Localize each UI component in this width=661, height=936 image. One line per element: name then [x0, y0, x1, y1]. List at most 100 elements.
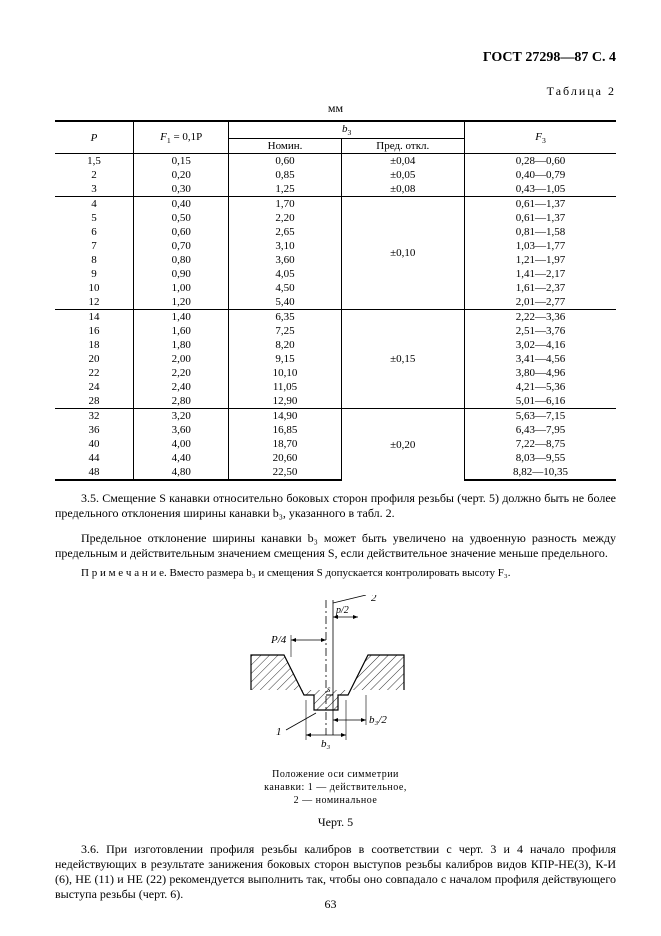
- table-cell: 7,22—8,75: [464, 437, 616, 451]
- table-cell: 1,00: [134, 281, 229, 295]
- table-cell: 6: [55, 225, 134, 239]
- table-head: P F1 = 0,1P b3 F3 Номин. Пред. откл.: [55, 121, 616, 154]
- table-cell: 22: [55, 366, 134, 380]
- table-cell: ±0,10: [341, 197, 464, 310]
- table-row: 242,4011,05 4,21—5,36: [55, 380, 616, 394]
- table-cell: ±0,04: [341, 154, 464, 169]
- table-cell: 1,60: [134, 324, 229, 338]
- table-cell: 4,21—5,36: [464, 380, 616, 394]
- table-row: 161,607,252,51—3,76: [55, 324, 616, 338]
- figure-drawing: 2 p/2 P/4 s b₃/2: [236, 595, 436, 760]
- table-cell: 2: [55, 168, 134, 182]
- table-number: Таблица 2: [55, 84, 616, 99]
- table-cell: 9,15: [229, 352, 341, 366]
- table-cell: 24: [55, 380, 134, 394]
- table-unit: мм: [55, 101, 616, 116]
- table-row: 222,2010,103,80—4,96: [55, 366, 616, 380]
- table-cell: 1,25: [229, 182, 341, 197]
- table-cell: 4,40: [134, 451, 229, 465]
- table-cell: 2,20: [134, 366, 229, 380]
- table-cell: 18: [55, 338, 134, 352]
- table-cell: 1,03—1,77: [464, 239, 616, 253]
- table-row: 80,803,601,21—1,97: [55, 253, 616, 267]
- col-p: P: [91, 132, 98, 144]
- table-row: 363,6016,85 6,43—7,95: [55, 423, 616, 437]
- table-cell: 6,43—7,95: [464, 423, 616, 437]
- table-cell: 3,41—4,56: [464, 352, 616, 366]
- table-cell: 1,70: [229, 197, 341, 212]
- table-cell: 5,63—7,15: [464, 409, 616, 424]
- table-cell: 36: [55, 423, 134, 437]
- table-row: 404,0018,70 7,22—8,75: [55, 437, 616, 451]
- table-cell: 0,81—1,58: [464, 225, 616, 239]
- table-cell: 3,60: [134, 423, 229, 437]
- table-cell: 0,60: [134, 225, 229, 239]
- table-cell: 4,00: [134, 437, 229, 451]
- paragraph-3-5: 3.5. Смещение S канавки относительно бок…: [55, 491, 616, 521]
- table-row: 70,703,101,03—1,77: [55, 239, 616, 253]
- table-row: 323,2014,90±0,205,63—7,15: [55, 409, 616, 424]
- table-cell: 4,80: [134, 465, 229, 480]
- table-cell: 18,70: [229, 437, 341, 451]
- table-cell: 6,35: [229, 310, 341, 325]
- table-cell: 2,65: [229, 225, 341, 239]
- table-cell: 0,40: [134, 197, 229, 212]
- table-row: 30,301,25±0,080,43—1,05: [55, 182, 616, 197]
- table-cell: 0,40—0,79: [464, 168, 616, 182]
- table-cell: 2,40: [134, 380, 229, 394]
- data-table: P F1 = 0,1P b3 F3 Номин. Пред. откл. 1,5…: [55, 120, 616, 481]
- table-cell: 40: [55, 437, 134, 451]
- table-cell: 22,50: [229, 465, 341, 480]
- table-cell: 2,51—3,76: [464, 324, 616, 338]
- table-row: 60,602,65 0,81—1,58: [55, 225, 616, 239]
- table-cell: 4,05: [229, 267, 341, 281]
- figure-label: Черт. 5: [55, 815, 616, 830]
- table-row: 1,50,150,60±0,040,28—0,60: [55, 154, 616, 169]
- table-row: 282,8012,905,01—6,16: [55, 394, 616, 409]
- table-cell: 16,85: [229, 423, 341, 437]
- table-row: 141,406,35±0,152,22—3,36: [55, 310, 616, 325]
- table-cell: 4: [55, 197, 134, 212]
- figure-caption: Положение оси симметрии канавки: 1 — дей…: [55, 768, 616, 807]
- table-cell: 2,20: [229, 211, 341, 225]
- fig-label-1: 1: [276, 726, 282, 738]
- table-row: 50,502,200,61—1,37: [55, 211, 616, 225]
- table-cell: 8,20: [229, 338, 341, 352]
- table-cell: 0,50: [134, 211, 229, 225]
- table-cell: 28: [55, 394, 134, 409]
- col-f3-sym: F: [535, 131, 542, 143]
- note-line: П р и м е ч а н и е. Вместо размера b₃ и…: [55, 567, 616, 581]
- table-cell: 20: [55, 352, 134, 366]
- table-cell: 48: [55, 465, 134, 480]
- table-cell: 16: [55, 324, 134, 338]
- table-cell: 0,60: [229, 154, 341, 169]
- fig-label-b3: b₃: [321, 738, 331, 750]
- fig-label-b32: b₃/2: [369, 714, 387, 726]
- table-cell: 8: [55, 253, 134, 267]
- table-cell: 14: [55, 310, 134, 325]
- fig-label-p4: P/4: [270, 634, 287, 646]
- page: ГОСТ 27298—87 С. 4 Таблица 2 мм P F1 = 0…: [0, 0, 661, 936]
- table-cell: ±0,08: [341, 182, 464, 197]
- table-cell: 0,28—0,60: [464, 154, 616, 169]
- table-cell: 2,01—2,77: [464, 295, 616, 310]
- table-cell: 0,43—1,05: [464, 182, 616, 197]
- table-body: 1,50,150,60±0,040,28—0,6020,200,85±0,050…: [55, 154, 616, 481]
- table-cell: 1,40: [134, 310, 229, 325]
- table-cell: 3,02—4,16: [464, 338, 616, 352]
- table-cell: ±0,15: [341, 310, 464, 409]
- table-cell: 1,21—1,97: [464, 253, 616, 267]
- table-cell: 1,5: [55, 154, 134, 169]
- table-cell: 4,50: [229, 281, 341, 295]
- table-cell: 0,30: [134, 182, 229, 197]
- fig-label-p2: p/2: [335, 605, 349, 616]
- table-cell: 8,82—10,35: [464, 465, 616, 480]
- table-row: 181,808,203,02—4,16: [55, 338, 616, 352]
- table-cell: 12: [55, 295, 134, 310]
- table-row: 121,205,402,01—2,77: [55, 295, 616, 310]
- table-cell: 8,03—9,55: [464, 451, 616, 465]
- table-cell: 11,05: [229, 380, 341, 394]
- table-cell: 1,20: [134, 295, 229, 310]
- table-cell: 32: [55, 409, 134, 424]
- table-row: 20,200,85±0,050,40—0,79: [55, 168, 616, 182]
